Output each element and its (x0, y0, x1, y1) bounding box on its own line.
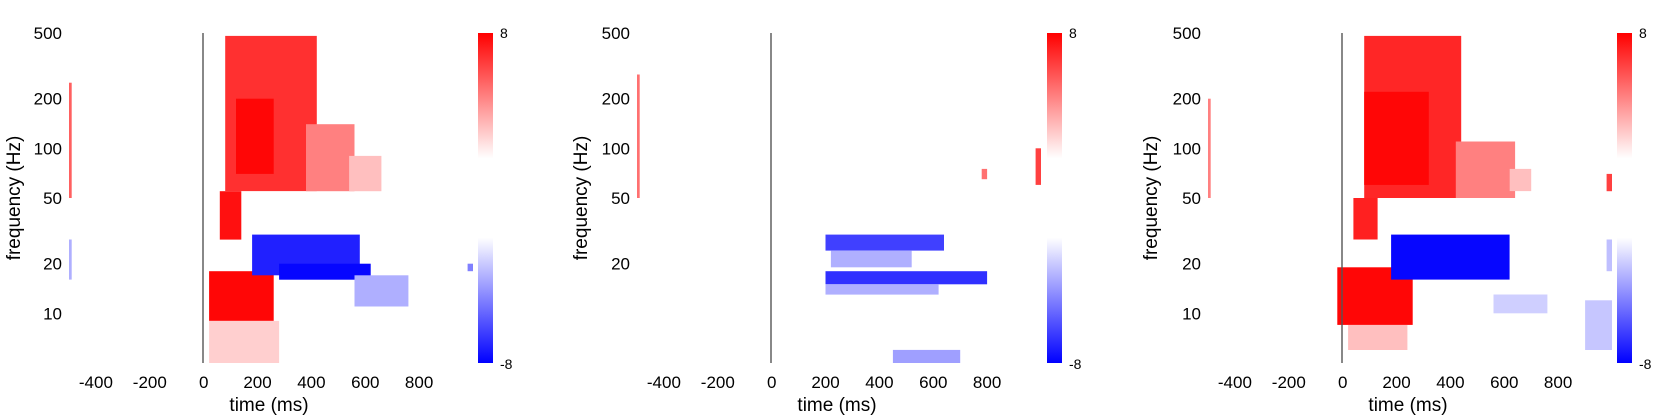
x-tick-label: 800 (405, 373, 433, 392)
x-tick-label: 600 (1490, 373, 1518, 392)
y-tick-label: 10 (1182, 304, 1201, 323)
heatmap-cluster-2-2 (830, 250, 912, 268)
y-tick-label: 50 (43, 189, 62, 208)
heatmap-cluster-2-4 (825, 284, 939, 295)
y-tick-label: 100 (1173, 139, 1201, 158)
heatmap-cluster-2-3 (825, 271, 988, 285)
y-tick-label: 200 (1173, 90, 1201, 109)
x-axis-label-2: time (ms) (797, 395, 876, 416)
y-ticks-3: 10 20 50 100 200 500 (1173, 24, 1201, 323)
y-axis-label-2: frequency (Hz) (571, 136, 592, 261)
x-tick-label: 400 (865, 373, 893, 392)
y-tick-label: 500 (602, 24, 630, 43)
y-tick-label: 50 (1182, 189, 1201, 208)
colorbar-min-label-3: -8 (1639, 356, 1652, 372)
x-tick-label: -200 (701, 373, 735, 392)
y-tick-label: 20 (611, 255, 630, 274)
heatmap-cluster-3-4 (1509, 168, 1532, 192)
heatmap-cluster-2-6 (981, 168, 988, 180)
heatmap-cluster-3-7 (1348, 325, 1408, 350)
y-tick-label: 200 (602, 90, 630, 109)
heatmap-cluster-3-10 (1585, 300, 1612, 350)
x-tick-label: 0 (767, 373, 776, 392)
x-tick-label: 800 (973, 373, 1001, 392)
y-ticks-2: 20 50 100 200 500 (602, 24, 630, 274)
heatmap-cluster-1-6 (209, 271, 274, 321)
heatmap-cluster-3-11 (1606, 173, 1612, 192)
heatmap-cluster-1-7 (209, 320, 280, 363)
heatmap-cluster-3-3 (1455, 141, 1516, 198)
y-tick-label: 20 (43, 255, 62, 274)
heatmap-cluster-3-2 (1364, 91, 1429, 185)
x-tick-label: 0 (199, 373, 208, 392)
x-tick-label: 400 (1436, 373, 1464, 392)
panel-3: 10 20 50 100 200 500 -400 -200 0 200 400 600 800 ti… (1141, 24, 1652, 416)
heatmap-cluster-2-5 (892, 349, 961, 363)
heatmap-cluster-1-10 (354, 275, 409, 307)
y-tick-label: 50 (611, 189, 630, 208)
colorbar-min-label-1: -8 (500, 356, 513, 372)
colorbar-1 (478, 33, 493, 363)
colorbar-2 (1047, 33, 1062, 363)
heatmap-cluster-2-1 (825, 234, 944, 251)
x-tick-label: 400 (297, 373, 325, 392)
heatmap-cluster-3-5 (1353, 198, 1378, 240)
colorbar-max-label-2: 8 (1069, 25, 1077, 41)
y-tick-label: 200 (34, 90, 62, 109)
heatmap-cluster-1-13 (467, 263, 473, 272)
y-tick-label: 20 (1182, 255, 1201, 274)
x-tick-label: -200 (133, 373, 167, 392)
heatmap-cluster-1-12 (69, 239, 72, 280)
heatmap-plot-2 (637, 74, 1041, 363)
heatmap-cluster-1-9 (279, 263, 371, 280)
x-ticks-2: -400 -200 0 200 400 600 800 (647, 373, 1001, 392)
x-tick-label: 600 (919, 373, 947, 392)
panel-2: 20 50 100 200 500 -400 -200 0 200 400 600 800 time… (571, 24, 1082, 416)
y-axis-label-1: frequency (Hz) (4, 136, 25, 261)
heatmap-cluster-3-13 (1208, 98, 1211, 198)
heatmap-cluster-1-2 (236, 98, 274, 174)
heatmap-cluster-1-4 (349, 155, 382, 192)
heatmap-cluster-2-7 (1035, 148, 1041, 185)
x-ticks-1: -400 -200 0 200 400 600 800 (79, 373, 433, 392)
x-tick-label: 0 (1338, 373, 1347, 392)
heatmap-cluster-1-3 (306, 124, 355, 192)
y-ticks-1: 10 20 50 100 200 500 (34, 24, 62, 323)
colorbar-3 (1617, 33, 1632, 363)
x-axis-label-3: time (ms) (1368, 395, 1447, 416)
x-tick-label: -200 (1272, 373, 1306, 392)
y-tick-label: 10 (43, 304, 62, 323)
heatmap-cluster-2-8 (637, 74, 640, 198)
heatmap-cluster-3-8 (1391, 234, 1510, 280)
colorbar-max-label-1: 8 (500, 25, 508, 41)
x-tick-label: -400 (79, 373, 113, 392)
heatmap-cluster-3-12 (1606, 239, 1612, 272)
y-axis-label-3: frequency (Hz) (1141, 136, 1162, 261)
colorbar-max-label-3: 8 (1639, 25, 1647, 41)
heatmap-plot-3 (1208, 35, 1612, 350)
y-tick-label: 100 (602, 139, 630, 158)
x-tick-label: -400 (647, 373, 681, 392)
heatmap-cluster-3-9 (1493, 294, 1548, 314)
x-tick-label: 600 (351, 373, 379, 392)
x-tick-label: 200 (243, 373, 271, 392)
heatmap-cluster-1-11 (69, 82, 72, 198)
x-axis-label-1: time (ms) (229, 395, 308, 416)
x-tick-label: 800 (1544, 373, 1572, 392)
x-tick-label: 200 (811, 373, 839, 392)
panel-1: 10 20 50 100 200 500 -400 -200 0 200 400 600 800 ti… (4, 24, 513, 416)
y-tick-label: 100 (34, 139, 62, 158)
x-ticks-3: -400 -200 0 200 400 600 800 (1218, 373, 1572, 392)
x-tick-label: -400 (1218, 373, 1252, 392)
colorbar-min-label-2: -8 (1069, 356, 1082, 372)
y-tick-label: 500 (1173, 24, 1201, 43)
x-tick-label: 200 (1382, 373, 1410, 392)
heatmap-cluster-1-5 (219, 191, 242, 240)
heatmap-plot-1 (69, 35, 473, 363)
y-tick-label: 500 (34, 24, 62, 43)
